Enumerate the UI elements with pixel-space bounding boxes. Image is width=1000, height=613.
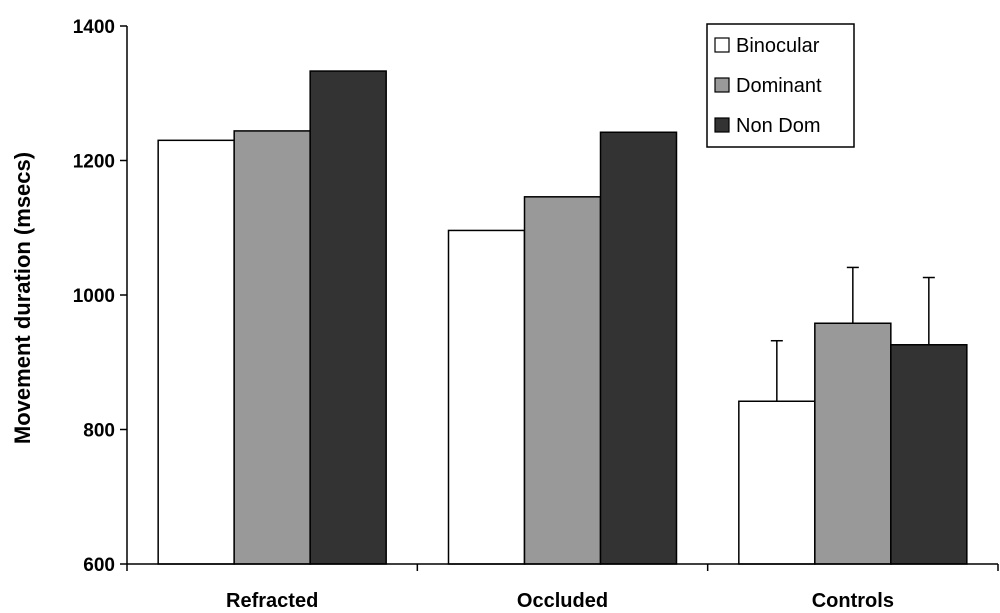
y-tick-label-1400: 1400 [73,17,115,38]
legend-item-binocular: Binocular [714,35,820,57]
y-axis-title: Movement duration (msecs) [10,152,35,444]
y-tick-label-1200: 1200 [73,152,115,173]
bar-controls-non-dom [890,344,968,565]
bar-refracted-binocular [157,139,235,565]
bars-layer [157,70,968,565]
legend-label-binocular: Binocular [736,35,820,57]
legend-swatch-binocular [714,37,730,53]
bar-controls-dominant [814,322,892,565]
x-tick-label-controls: Controls [812,590,894,612]
bar-refracted-non-dom [309,70,387,565]
bar-occluded-binocular [447,229,526,565]
legend: Binocular Dominant Non Dom [706,23,855,148]
x-tick-label-refracted: Refracted [226,590,318,612]
legend-swatch-non-dom [714,117,730,133]
legend-label-dominant: Dominant [736,75,822,97]
bar-controls-binocular [738,400,816,565]
bar-occluded-dominant [523,196,602,565]
legend-box [706,23,855,148]
error-bars-layer [770,266,935,402]
error-bar-controls-dominant [846,266,859,324]
bar-refracted-dominant [233,130,311,565]
y-tick-label-800: 800 [83,421,115,442]
legend-item-dominant: Dominant [714,75,822,97]
legend-item-non-dom: Non Dom [714,115,820,137]
axes-layer: Refracted Occluded Controls 600 800 1000 1200 1… [73,17,999,612]
legend-swatch-dominant [714,77,730,93]
y-tick-label-1000: 1000 [73,286,115,307]
y-tick-label-600: 600 [83,555,115,576]
error-bar-controls-non-dom [922,276,935,345]
bar-occluded-non-dom [599,131,678,565]
x-tick-label-occluded: Occluded [517,590,608,612]
legend-label-non-dom: Non Dom [736,115,820,137]
error-bar-controls-binocular [770,339,783,402]
